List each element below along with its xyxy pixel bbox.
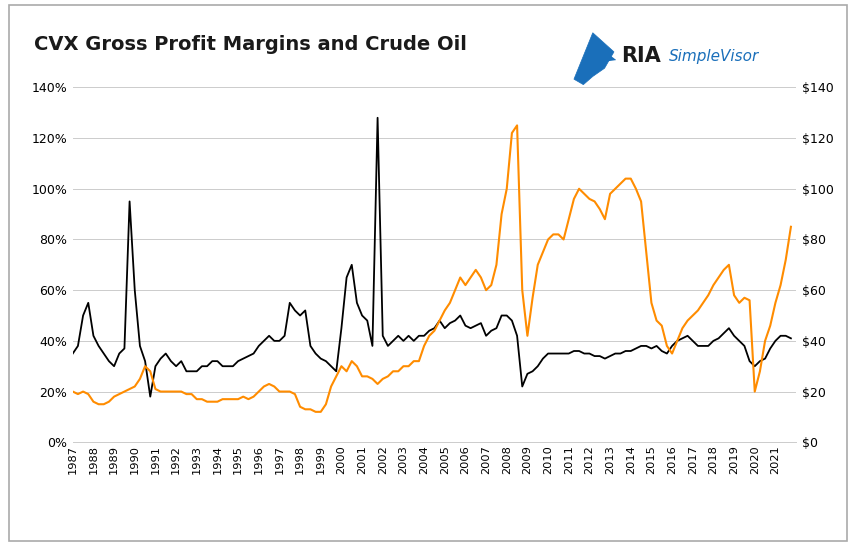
Text: SimpleVisor: SimpleVisor xyxy=(669,49,759,64)
Polygon shape xyxy=(574,33,614,85)
Polygon shape xyxy=(604,55,616,62)
Text: RIA: RIA xyxy=(621,46,661,66)
Text: CVX Gross Profit Margins and Crude Oil: CVX Gross Profit Margins and Crude Oil xyxy=(34,35,467,55)
